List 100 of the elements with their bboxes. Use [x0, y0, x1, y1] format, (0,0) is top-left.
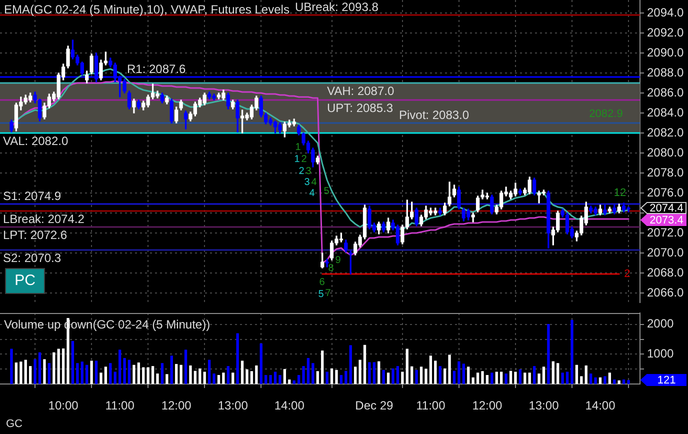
bar [260, 343, 262, 384]
annotation: 5 [318, 288, 324, 300]
annotation: 7 [325, 288, 332, 299]
bar [386, 372, 390, 384]
x-tick-label: 12:00 [161, 398, 192, 413]
bar [524, 372, 526, 384]
annotation: 4 [309, 188, 316, 199]
annotation: 2082.9 [589, 108, 623, 120]
x-tick-label: 10:00 [48, 398, 79, 413]
x-tick-label: 12:00 [472, 398, 503, 413]
bar [340, 375, 343, 384]
bar [584, 365, 588, 384]
bar [278, 375, 282, 384]
bar [264, 375, 268, 384]
bar [415, 370, 418, 384]
y-tick-label: 2068.0 [647, 265, 684, 280]
bar [420, 366, 423, 384]
bar [203, 372, 206, 384]
bar [452, 370, 456, 384]
annotation: 1 [294, 154, 300, 165]
y-tick-label: 2078.0 [647, 165, 684, 180]
bar [306, 358, 310, 384]
bar [500, 372, 503, 384]
y-tick-label: 2086.0 [647, 85, 684, 100]
bar [598, 377, 602, 384]
y-tick-label: 2076.0 [647, 185, 684, 200]
bar [406, 348, 408, 384]
annotation: 3 [304, 176, 310, 188]
bar [580, 376, 583, 384]
bar [297, 375, 300, 384]
bar [283, 369, 286, 384]
bar [208, 360, 211, 384]
ref-line-label: Pivot: 2083.0 [399, 108, 470, 122]
bar [24, 360, 27, 384]
bar [38, 352, 42, 384]
bar [292, 380, 296, 384]
bar [104, 366, 108, 384]
bar [363, 344, 366, 384]
text: 121 [657, 374, 676, 387]
bar [43, 359, 46, 384]
bar [518, 369, 522, 384]
candlestick [325, 258, 329, 268]
y-tick-label: 2084.0 [647, 105, 684, 120]
bar [316, 371, 319, 384]
bar [180, 364, 182, 384]
bar [382, 370, 385, 384]
bar [627, 380, 630, 384]
bar [175, 364, 178, 384]
bar [344, 370, 348, 384]
bar [514, 372, 517, 384]
bar [358, 360, 362, 384]
y-tick-label: 2066.0 [647, 285, 684, 300]
y-tick-label: 2092.0 [647, 25, 684, 40]
ref-line-label: VAL: 2082.0 [3, 134, 68, 148]
bar [570, 320, 574, 384]
bar [372, 362, 376, 384]
x-tick-label: 14:00 [585, 398, 616, 413]
y-tick-label: 2072.0 [647, 225, 684, 240]
bar [349, 345, 352, 384]
x-tick-label: 14:00 [274, 398, 305, 413]
ref-line-label: LBreak: 2074.2 [3, 212, 85, 226]
bar [132, 364, 136, 384]
ref-line-label: UPT: 2085.3 [327, 100, 394, 115]
annotation: 6 [319, 276, 326, 288]
y-tick-label: 1000 [647, 346, 674, 360]
bar [146, 367, 150, 384]
bar [335, 370, 338, 384]
chart-title: EMA(GC 02-24 (5 Minute),10), VWAP, Futures Levels [4, 2, 290, 16]
y-tick-label: 2082.0 [647, 125, 684, 140]
bar [410, 366, 414, 384]
x-tick-label: 11:00 [105, 398, 135, 413]
bar [443, 368, 446, 384]
bar [250, 371, 254, 384]
ref-line-label: VAH: 2087.0 [327, 84, 394, 98]
bar [194, 370, 197, 384]
y-tick-label: 2094.0 [647, 5, 684, 20]
bar [142, 367, 145, 384]
bar [486, 375, 489, 384]
bar [170, 356, 173, 384]
y-tick-label: 2088.0 [647, 65, 684, 80]
bar [438, 366, 442, 384]
bar [189, 365, 192, 384]
bar [504, 374, 508, 384]
bar [57, 348, 60, 384]
bar [448, 354, 451, 384]
bar [604, 376, 606, 384]
bar [76, 363, 79, 384]
x-tick-label: 11:00 [416, 398, 446, 413]
y-tick-label: 2090.0 [647, 45, 684, 60]
bar [547, 324, 550, 384]
ref-line-label: LPT: 2072.6 [3, 228, 68, 242]
bar [123, 358, 126, 384]
annotation: 9 [335, 254, 342, 266]
bar [589, 374, 592, 384]
bar [472, 377, 474, 384]
bar [269, 375, 272, 384]
bar [62, 348, 65, 384]
bar [226, 366, 230, 384]
bar [321, 350, 324, 384]
bar [71, 341, 74, 384]
